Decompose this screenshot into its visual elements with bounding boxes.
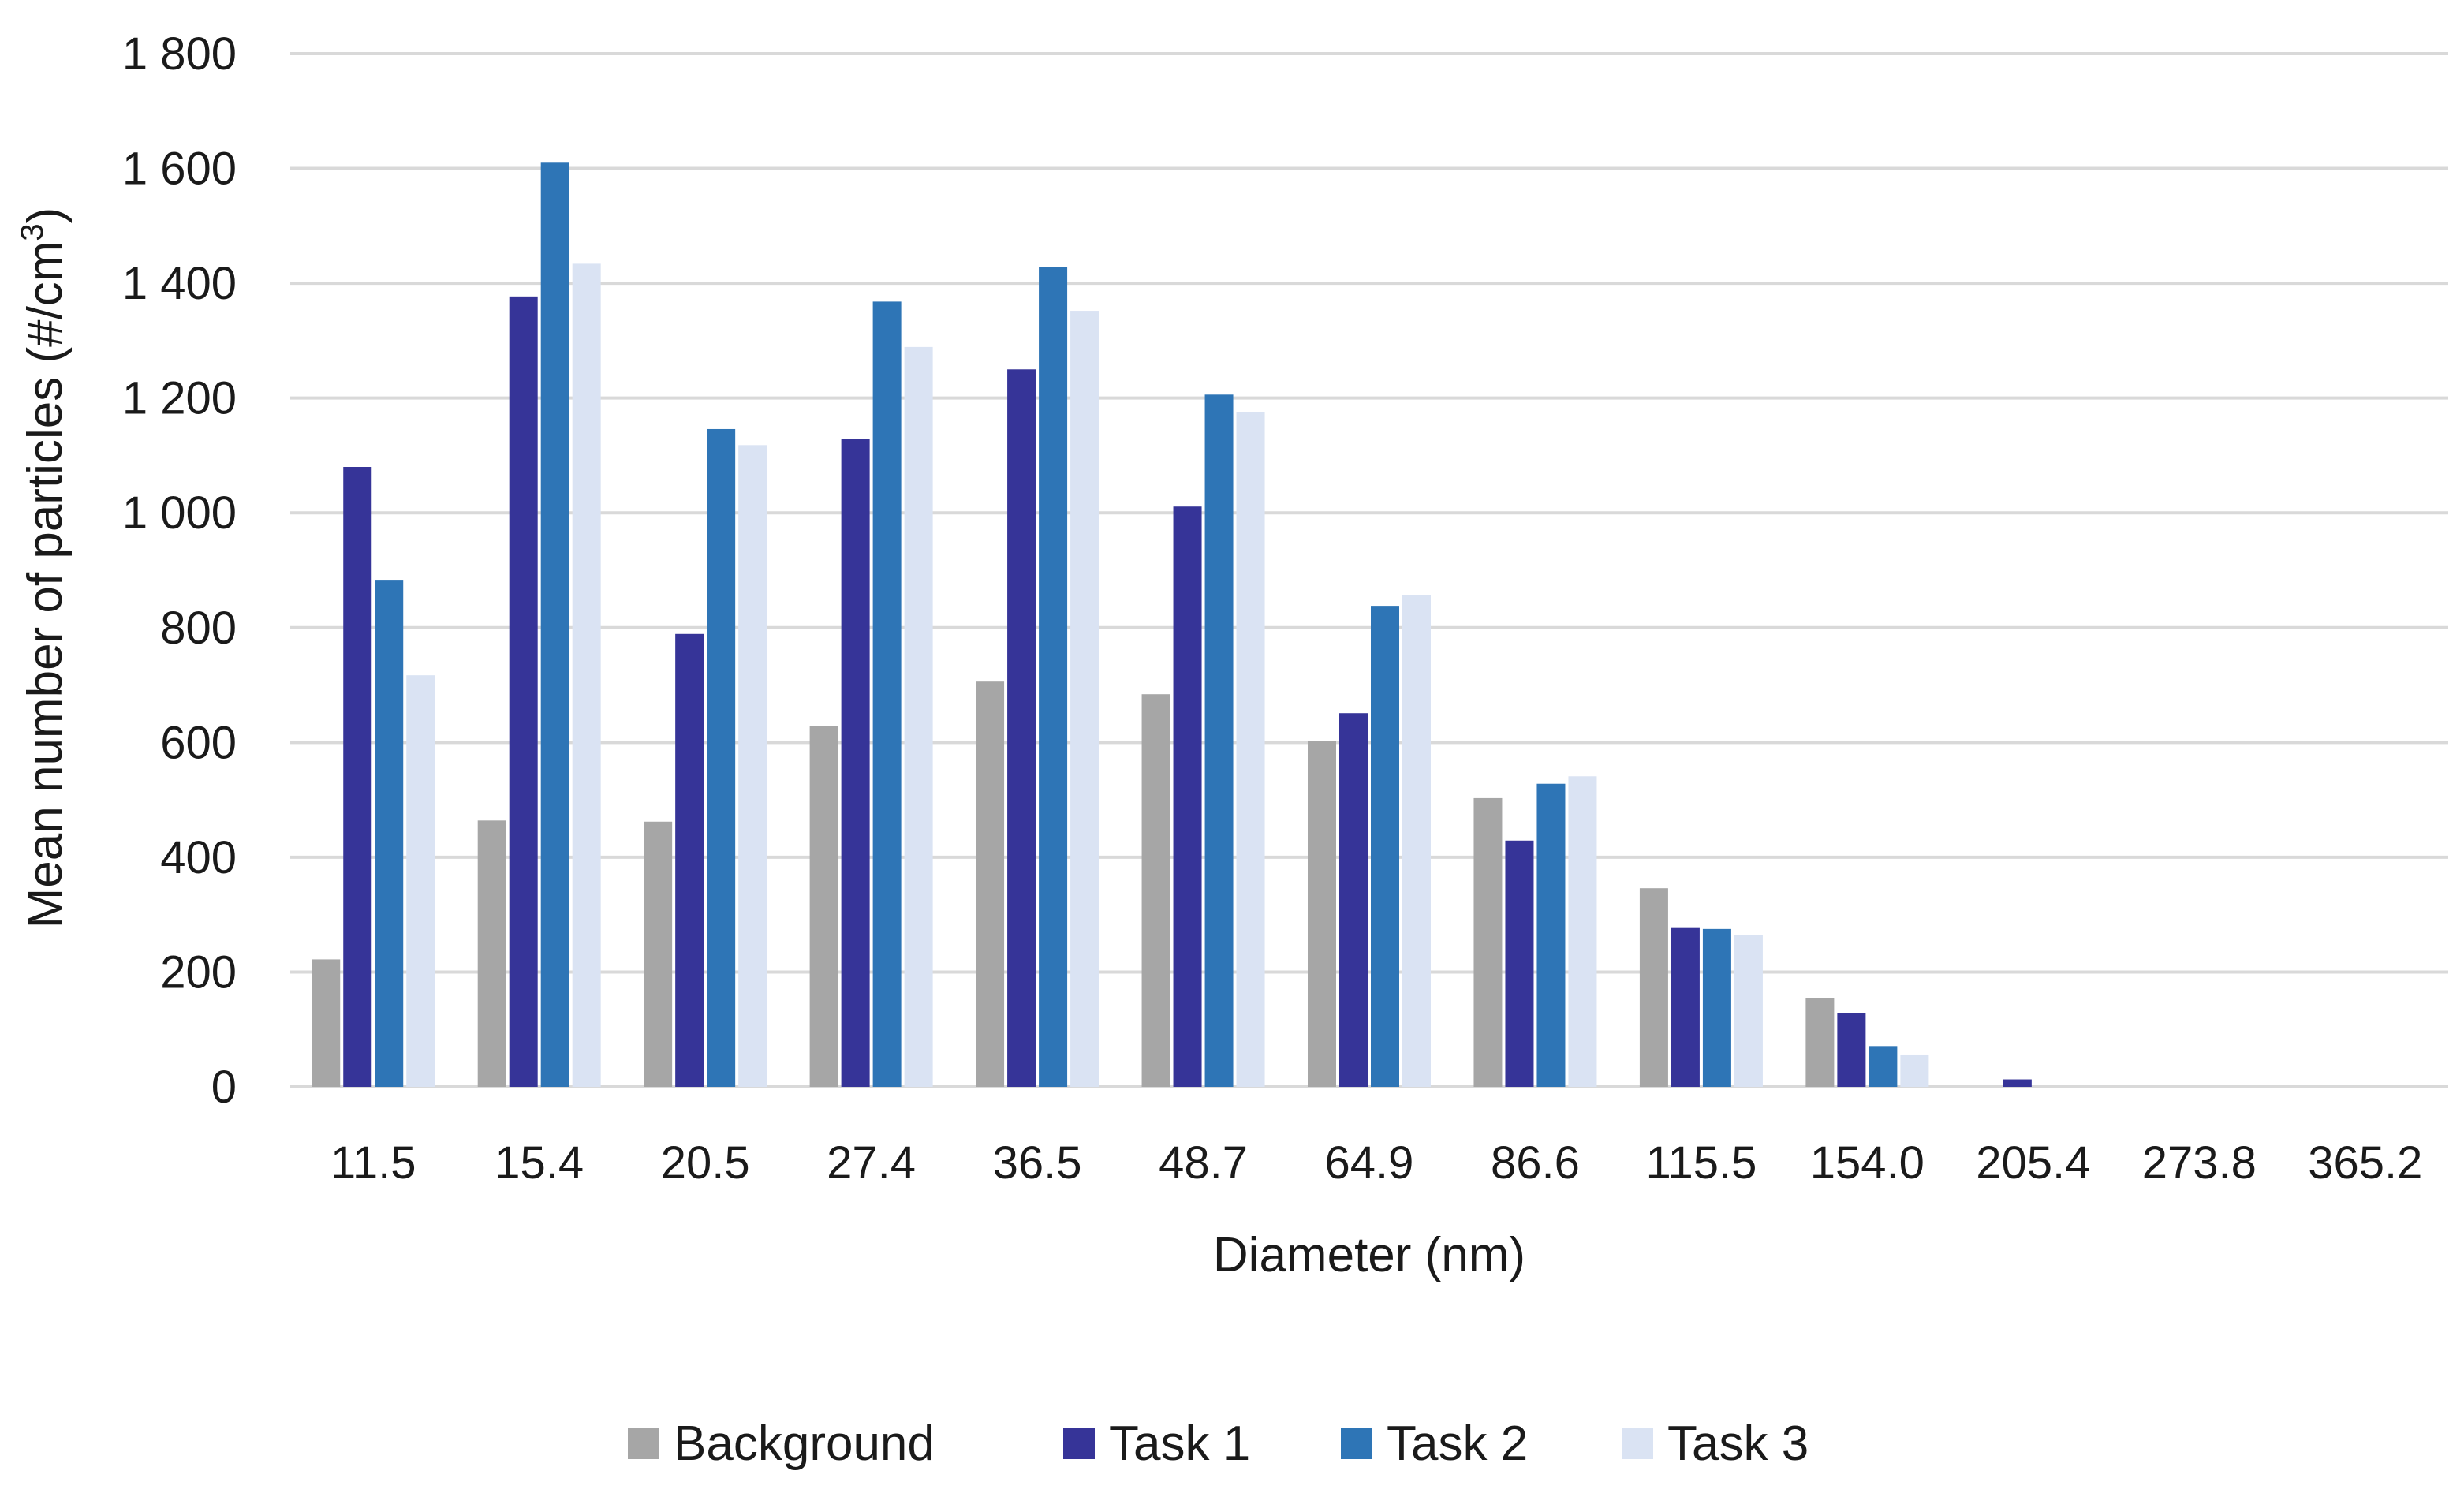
- bar-task-3: [1236, 412, 1265, 1087]
- y-tick-label: 400: [160, 832, 237, 883]
- legend-label: Task 2: [1387, 1416, 1528, 1471]
- x-tick-label: 36.5: [993, 1137, 1082, 1189]
- y-tick-label: 1 400: [122, 258, 237, 309]
- y-tick-label: 200: [160, 946, 237, 998]
- bar-task-1: [509, 296, 538, 1088]
- y-tick-label: 1 000: [122, 487, 237, 539]
- y-tick-label: 1 600: [122, 144, 237, 195]
- bar-task-2: [1039, 267, 1068, 1087]
- y-tick-labels: 0 200 400 600 800 1 000 1 200 1 400 1 600 1 800: [122, 28, 237, 1113]
- bar-task-1: [1339, 713, 1368, 1087]
- legend-item: Task 3: [1622, 1416, 1809, 1471]
- x-tick-label: 205.4: [1976, 1137, 2090, 1189]
- bar-task-1: [2003, 1079, 2032, 1087]
- x-tick-label: 365.2: [2308, 1137, 2422, 1189]
- bar-task-3: [572, 263, 601, 1087]
- legend-swatch: [1063, 1428, 1095, 1459]
- bar-background: [809, 726, 838, 1087]
- bar-background: [644, 821, 673, 1087]
- legend-item: Task 1: [1063, 1416, 1250, 1471]
- bar-task-2: [540, 162, 569, 1087]
- y-tick-label: 0: [211, 1062, 237, 1113]
- x-tick-label: 11.5: [330, 1137, 416, 1189]
- bar-background: [1308, 741, 1336, 1087]
- legend-label: Background: [674, 1416, 935, 1471]
- legend-label: Task 1: [1109, 1416, 1250, 1471]
- bar-task-2: [1536, 783, 1566, 1087]
- x-tick-label: 64.9: [1325, 1137, 1414, 1189]
- bar-task-3: [1734, 935, 1763, 1087]
- bar-task-1: [841, 439, 870, 1087]
- y-tick-label: 1 200: [122, 373, 237, 424]
- y-axis-title-sup: 3: [15, 223, 50, 241]
- bar-background: [976, 681, 1005, 1087]
- bar-task-1: [1173, 506, 1202, 1087]
- y-tick-label: 800: [160, 603, 237, 654]
- x-axis-title: Diameter (nm): [1213, 1228, 1525, 1282]
- y-axis-title-close: ): [18, 207, 73, 224]
- bar-background: [1805, 998, 1835, 1087]
- bar-task-3: [1568, 776, 1597, 1087]
- x-tick-label: 154.0: [1810, 1137, 1925, 1189]
- bar-task-3: [1402, 595, 1431, 1087]
- bar-task-1: [1671, 927, 1700, 1087]
- bar-task-2: [1371, 606, 1399, 1087]
- bar-task-3: [406, 675, 435, 1087]
- x-tick-label: 20.5: [661, 1137, 750, 1189]
- gridlines: [290, 52, 2448, 1088]
- bar-task-2: [1702, 928, 1731, 1087]
- legend-swatch: [628, 1428, 659, 1459]
- bar-task-1: [343, 467, 372, 1087]
- legend-item: Background: [628, 1416, 935, 1471]
- y-axis-title-main: Mean number of particles (#/cm: [18, 241, 73, 929]
- x-tick-label: 86.6: [1491, 1137, 1580, 1189]
- y-tick-label: 1 800: [122, 28, 237, 80]
- bar-background: [477, 820, 506, 1087]
- bar-task-1: [1837, 1013, 1866, 1087]
- x-tick-label: 48.7: [1159, 1137, 1248, 1189]
- bar-background: [1141, 694, 1170, 1087]
- bar-task-1: [1505, 840, 1534, 1087]
- legend-label: Task 3: [1667, 1416, 1809, 1471]
- bar-task-2: [1869, 1046, 1898, 1087]
- bar-task-3: [1900, 1054, 1929, 1087]
- bar-task-3: [904, 346, 933, 1088]
- bar-task-2: [375, 580, 404, 1087]
- bar-task-2: [872, 301, 902, 1087]
- bar-background: [1473, 797, 1503, 1087]
- bar-task-1: [675, 633, 704, 1087]
- x-tick-label: 273.8: [2142, 1137, 2257, 1189]
- legend-item: Task 2: [1341, 1416, 1528, 1471]
- bar-background: [312, 959, 341, 1087]
- y-tick-label: 600: [160, 717, 237, 768]
- legend-swatch: [1622, 1428, 1653, 1459]
- x-tick-labels: 11.5 15.4 20.5 27.4 36.5 48.7 64.9 86.6 115.5 154…: [330, 1137, 2422, 1189]
- legend-swatch: [1341, 1428, 1372, 1459]
- legend: Background Task 1 Task 2 Task 3: [628, 1416, 1809, 1471]
- x-tick-label: 15.4: [495, 1137, 584, 1189]
- y-axis-title: Mean number of particles (#/cm3): [15, 207, 73, 929]
- bar-task-3: [1070, 311, 1099, 1087]
- bar-task-2: [1204, 394, 1234, 1087]
- x-tick-label: 27.4: [827, 1137, 916, 1189]
- bar-task-3: [738, 445, 767, 1087]
- x-tick-label: 115.5: [1646, 1137, 1757, 1189]
- bar-task-2: [707, 428, 736, 1087]
- bar-background: [1639, 888, 1668, 1087]
- bars: [312, 162, 2032, 1088]
- bar-task-1: [1007, 369, 1036, 1087]
